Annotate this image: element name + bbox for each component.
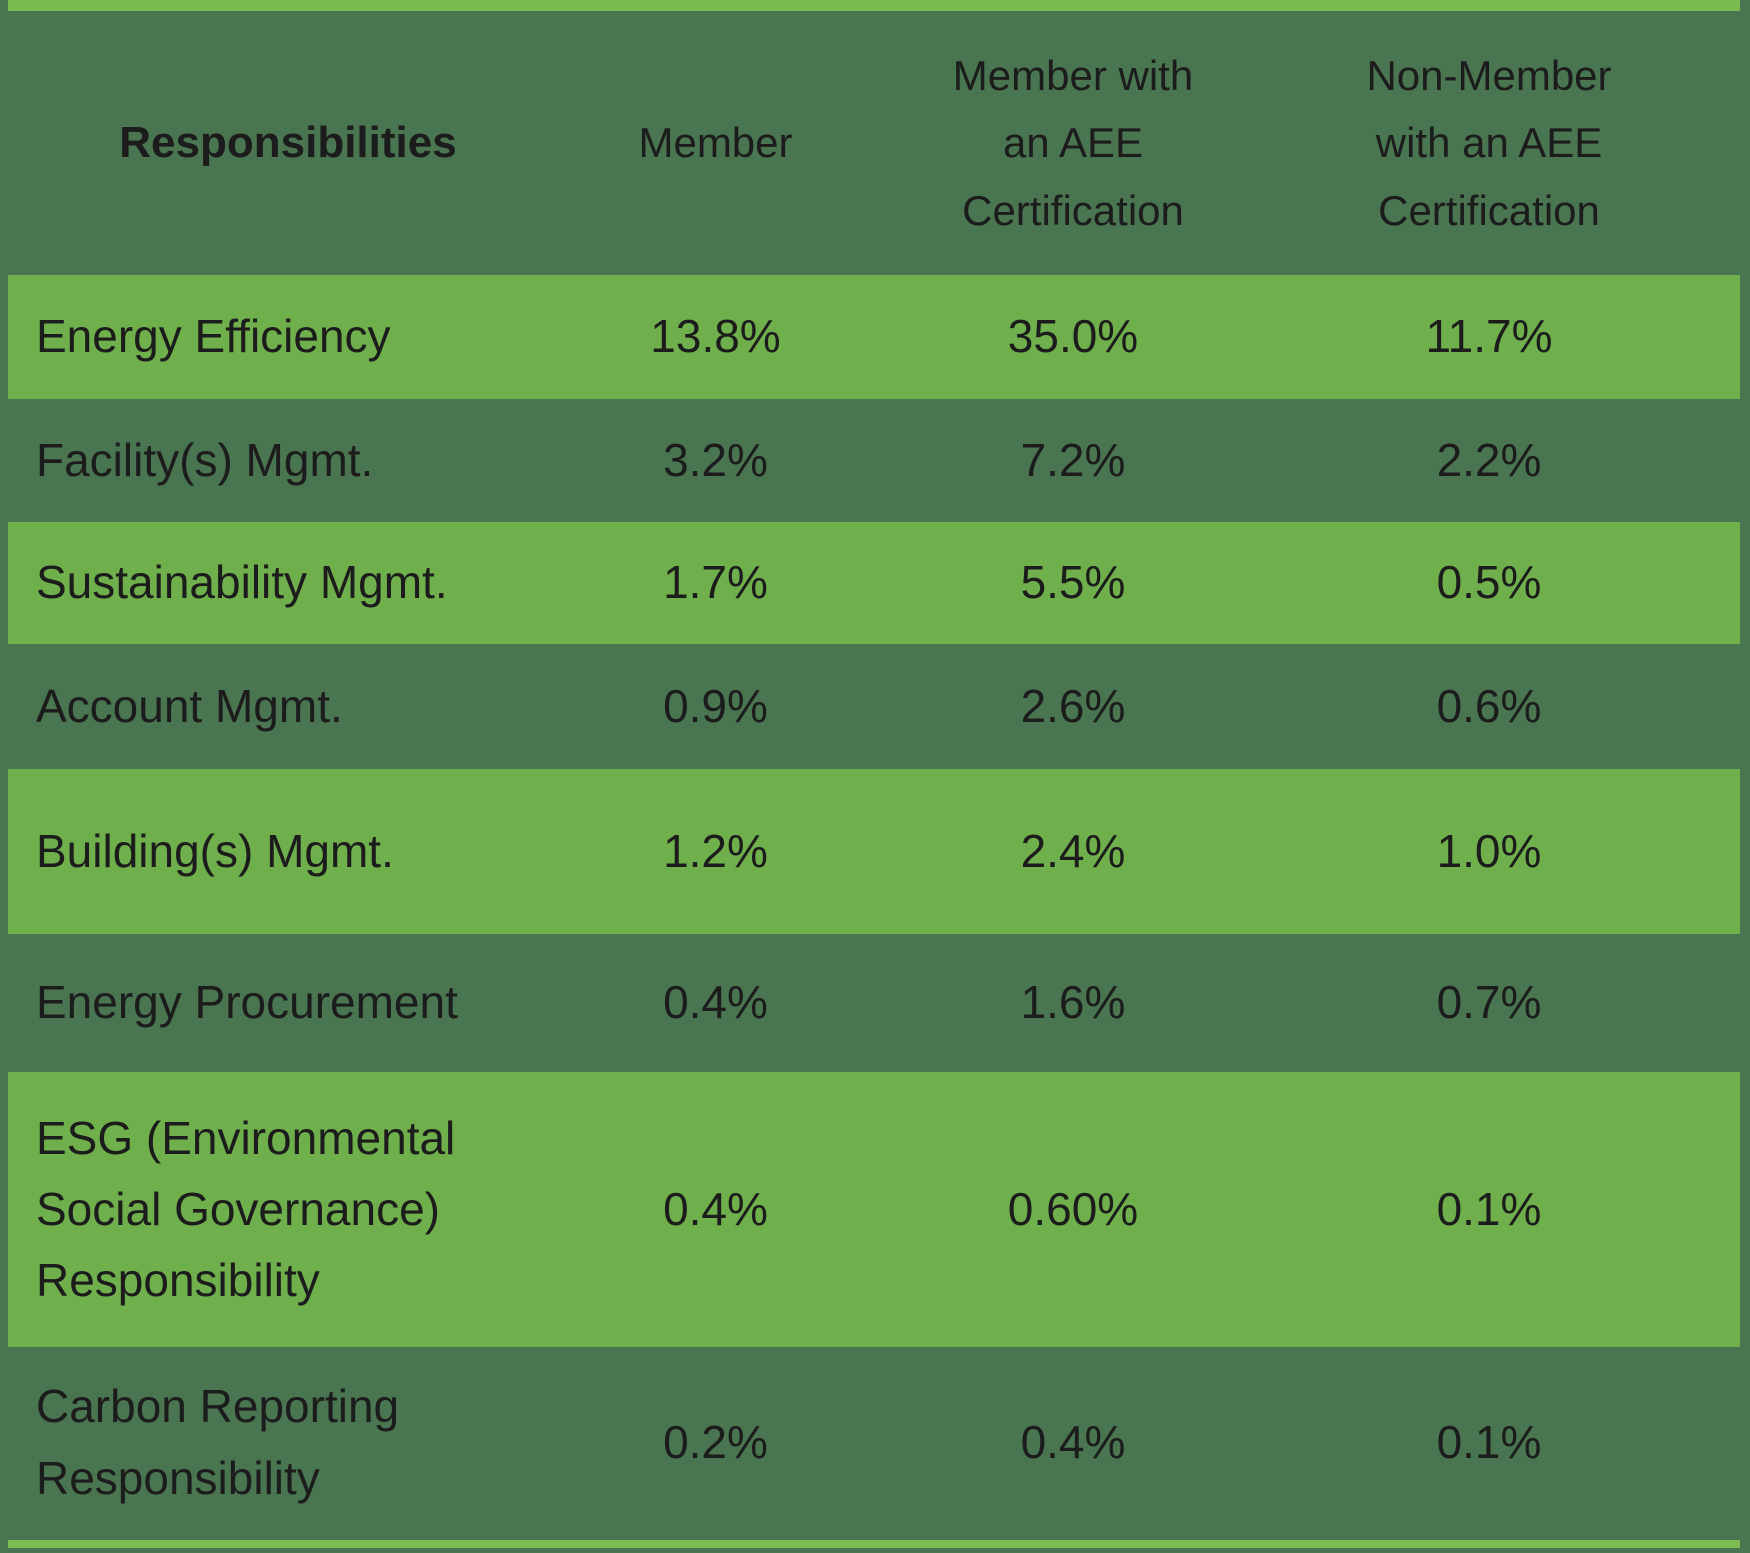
top-border-line xyxy=(8,0,1740,11)
member-cert-value: 1.6% xyxy=(1020,976,1126,1029)
member-cert-value: 0.4% xyxy=(1020,1415,1126,1468)
table-row: Account Mgmt. 0.9% 2.6% 0.6% xyxy=(8,644,1740,769)
responsibility-label: Energy Procurement xyxy=(36,976,458,1029)
responsibility-label: Facility(s) Mgmt. xyxy=(36,433,374,486)
table-row: Energy Efficiency 13.8% 35.0% 11.7% xyxy=(8,275,1740,399)
header-member-aee-certification: Member with an AEE Certification xyxy=(952,52,1194,234)
responsibility-label: ESG (Environmental Social Governance) Re… xyxy=(36,1111,456,1307)
nonmember-cert-value: 0.1% xyxy=(1436,1415,1542,1468)
header-nonmember-aee-certification: Non-Member with an AEE Certification xyxy=(1366,52,1612,234)
table-row: Carbon Reporting Responsibility 0.2% 0.4… xyxy=(8,1347,1740,1538)
table-row: Energy Procurement 0.4% 1.6% 0.7% xyxy=(8,934,1740,1072)
table-header-row: Responsibilities Member Member with an A… xyxy=(8,11,1740,275)
table-body: Energy Efficiency 13.8% 35.0% 11.7% Faci… xyxy=(8,275,1740,1538)
member-value: 3.2% xyxy=(663,433,768,486)
nonmember-cert-value: 0.1% xyxy=(1436,1182,1542,1235)
member-cert-value: 2.4% xyxy=(1020,824,1126,877)
member-value: 0.2% xyxy=(663,1415,768,1468)
nonmember-cert-value: 0.6% xyxy=(1436,679,1542,732)
responsibility-label: Account Mgmt. xyxy=(36,679,343,732)
responsibility-label: Energy Efficiency xyxy=(36,310,391,363)
responsibility-label: Carbon Reporting Responsibility xyxy=(36,1380,400,1504)
nonmember-cert-value: 11.7% xyxy=(1425,310,1553,363)
member-value: 0.9% xyxy=(663,679,768,732)
nonmember-cert-value: 0.7% xyxy=(1436,976,1542,1029)
member-cert-value: 0.60% xyxy=(1007,1182,1139,1235)
member-value: 0.4% xyxy=(663,1182,768,1235)
member-value: 13.8% xyxy=(650,310,781,363)
bottom-border-line xyxy=(8,1540,1740,1548)
header-responsibilities: Responsibilities xyxy=(119,117,457,167)
member-cert-value: 7.2% xyxy=(1020,433,1126,486)
responsibility-label: Building(s) Mgmt. xyxy=(36,824,394,877)
member-value: 0.4% xyxy=(663,976,768,1029)
responsibilities-table: Responsibilities Member Member with an A… xyxy=(8,11,1740,1538)
member-cert-value: 35.0% xyxy=(1007,310,1139,363)
table-row: Facility(s) Mgmt. 3.2% 7.2% 2.2% xyxy=(8,399,1740,522)
member-value: 1.7% xyxy=(663,556,768,609)
member-cert-value: 5.5% xyxy=(1020,556,1126,609)
nonmember-cert-value: 2.2% xyxy=(1436,433,1542,486)
table-row: ESG (Environmental Social Governance) Re… xyxy=(8,1072,1740,1347)
table-row: Sustainability Mgmt. 1.7% 5.5% 0.5% xyxy=(8,522,1740,644)
member-value: 1.2% xyxy=(663,824,768,877)
nonmember-cert-value: 1.0% xyxy=(1436,824,1542,877)
responsibility-label: Sustainability Mgmt. xyxy=(36,556,448,609)
table-row: Building(s) Mgmt. 1.2% 2.4% 1.0% xyxy=(8,769,1740,934)
header-member: Member xyxy=(638,119,793,167)
nonmember-cert-value: 0.5% xyxy=(1436,556,1542,609)
member-cert-value: 2.6% xyxy=(1020,679,1126,732)
